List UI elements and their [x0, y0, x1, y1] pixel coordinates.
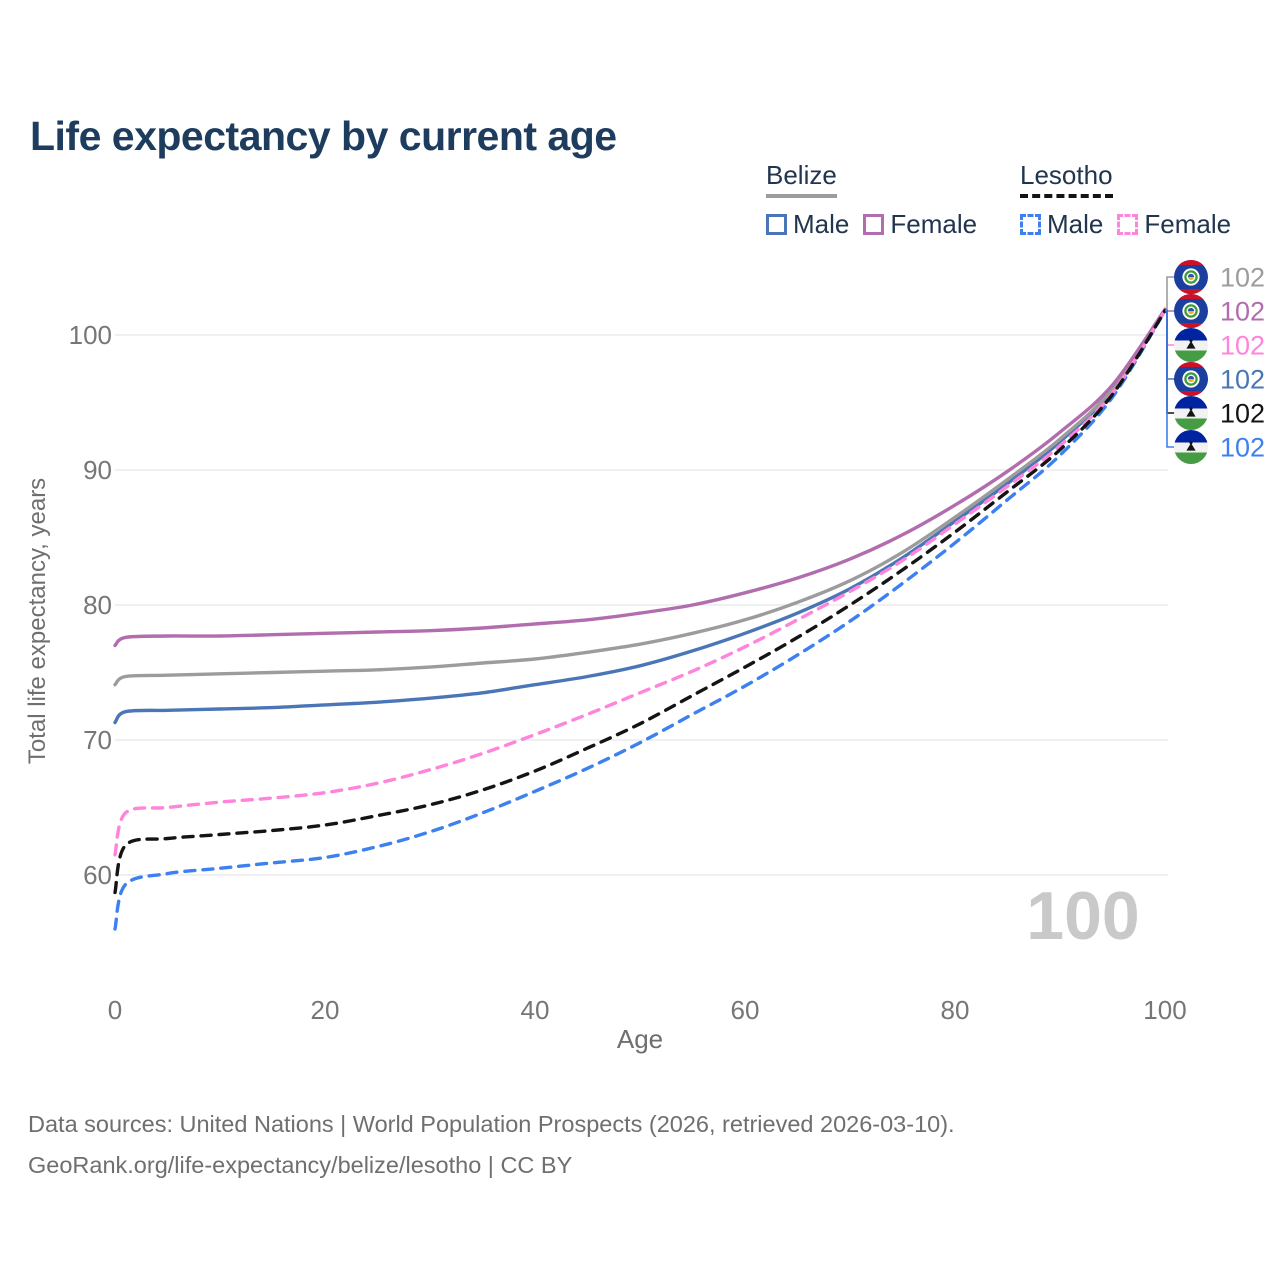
legend-swatch-lesotho-male — [1020, 214, 1041, 235]
legend-item-belize-male[interactable]: Male — [766, 209, 849, 240]
lesotho-flag-icon — [1174, 328, 1208, 362]
footer-url-line: GeoRank.org/life-expectancy/belize/lesot… — [28, 1152, 573, 1178]
series-line-lesotho-male[interactable] — [113, 309, 1167, 931]
end-value-label-belize-male: 102 — [1220, 365, 1265, 395]
y-tick-label: 70 — [83, 725, 112, 755]
legend-swatch-lesotho-female — [1117, 214, 1139, 235]
legend-item-lesotho-male[interactable]: Male — [1020, 209, 1103, 240]
end-label-leader-lesotho-male — [1165, 309, 1176, 448]
x-axis-title: Age — [617, 1024, 663, 1054]
x-tick-label: 60 — [731, 995, 760, 1025]
series-line-lesotho[interactable] — [113, 309, 1167, 895]
legend-label-female: Female — [1144, 209, 1232, 239]
legend-underline-dashed — [1020, 194, 1113, 198]
legend-country-label: Belize — [766, 160, 837, 190]
lesotho-flag-icon — [1174, 430, 1208, 464]
series-line-belize[interactable] — [113, 307, 1167, 687]
legend-items-belize: Male Female — [766, 209, 988, 240]
chart-legend: Belize Male Female Lesotho — [766, 160, 1242, 240]
legend-country-belize[interactable]: Belize — [766, 160, 837, 198]
legend-swatch-belize-female — [863, 214, 885, 235]
series-line-belize-male[interactable] — [113, 309, 1167, 725]
end-value-label-lesotho-female: 102 — [1220, 331, 1265, 361]
y-tick-label: 60 — [83, 860, 112, 890]
belize-flag-icon — [1174, 362, 1208, 396]
x-tick-label: 20 — [311, 995, 340, 1025]
footer-source-line: Data sources: United Nations | World Pop… — [28, 1111, 955, 1137]
legend-country-label: Lesotho — [1020, 160, 1113, 190]
legend-label-male: Male — [793, 209, 850, 239]
legend-item-belize-female[interactable]: Female — [863, 209, 977, 240]
legend-swatch-belize-male — [766, 214, 787, 235]
legend-label-female: Female — [890, 209, 978, 239]
y-tick-label: 80 — [83, 590, 112, 620]
y-tick-label: 100 — [69, 320, 112, 350]
end-value-label-belize-female: 102 — [1220, 297, 1265, 327]
legend-group-lesotho: Lesotho Male Female — [1020, 160, 1242, 240]
legend-country-lesotho[interactable]: Lesotho — [1020, 160, 1113, 198]
age-watermark: 100 — [1026, 878, 1139, 954]
series-line-belize-female[interactable] — [113, 307, 1167, 648]
y-tick-label: 90 — [83, 455, 112, 485]
x-tick-label: 80 — [941, 995, 970, 1025]
y-axis-title: Total life expectancy, years — [24, 478, 51, 764]
legend-underline-solid — [766, 194, 837, 198]
page-title: Life expectancy by current age — [30, 113, 617, 160]
end-value-label-lesotho-male: 102 — [1220, 433, 1265, 463]
belize-flag-icon — [1174, 294, 1208, 328]
belize-flag-icon — [1174, 260, 1208, 294]
line-chart-area: 60 70 80 90 100 0 20 40 60 80 100 Age Total life exp… — [24, 260, 1265, 1054]
legend-group-belize: Belize Male Female — [766, 160, 988, 240]
x-tick-label: 100 — [1143, 995, 1186, 1025]
series-line-lesotho-female[interactable] — [113, 309, 1167, 857]
end-value-label-lesotho: 102 — [1220, 399, 1265, 429]
legend-item-lesotho-female[interactable]: Female — [1117, 209, 1231, 240]
end-label-leader-belize — [1165, 276, 1176, 312]
legend-items-lesotho: Male Female — [1020, 209, 1242, 240]
x-tick-label: 40 — [521, 995, 550, 1025]
chart-footer: Data sources: United Nations | World Pop… — [28, 1104, 955, 1186]
lesotho-flag-icon — [1174, 396, 1208, 430]
x-tick-label: 0 — [108, 995, 122, 1025]
legend-label-male: Male — [1047, 209, 1104, 239]
end-value-label-belize: 102 — [1220, 263, 1265, 293]
